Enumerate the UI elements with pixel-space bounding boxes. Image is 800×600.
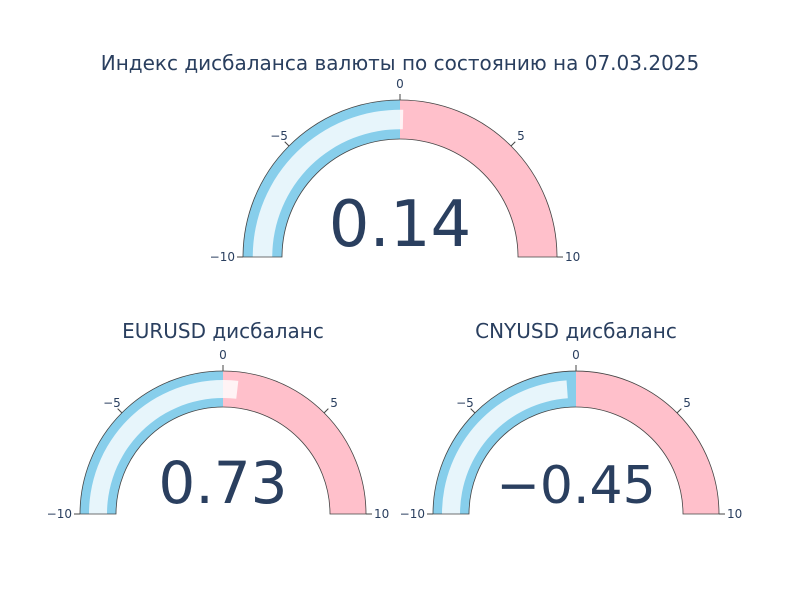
- gauge-tick: [470, 408, 476, 414]
- gauge-value: 0.14: [329, 188, 472, 262]
- gauge-2: CNYUSD дисбаланс −10 −5 0 5 10 −0.45: [400, 319, 743, 521]
- gauge-step-1: [400, 100, 557, 257]
- gauge-tick-label: 5: [330, 396, 338, 410]
- gauge-bar: [89, 380, 239, 514]
- gauge-step-0: [433, 371, 576, 514]
- gauge-value: −0.45: [496, 456, 655, 516]
- gauge-tick-label: 5: [683, 396, 691, 410]
- gauge-outline: [79, 370, 367, 515]
- gauge-outline: [242, 99, 558, 258]
- gauge-tick: [510, 141, 516, 147]
- gauge-tick-label: −5: [270, 129, 288, 143]
- gauge-title: EURUSD дисбаланс: [122, 319, 324, 343]
- gauge-bar: [252, 109, 404, 258]
- gauge-title: Индекс дисбаланса валюты по состоянию на…: [101, 51, 700, 75]
- gauge-tick-label: 10: [374, 507, 389, 521]
- gauge-tick: [284, 141, 290, 147]
- gauge-tick-label: 5: [517, 129, 525, 143]
- gauge-step-1: [576, 371, 719, 514]
- gauge-tick-label: −5: [103, 396, 121, 410]
- gauge-tick-label: 10: [727, 507, 742, 521]
- gauge-outline: [432, 370, 720, 515]
- gauge-value: 0.73: [158, 449, 287, 517]
- gauge-step-0: [243, 100, 400, 257]
- gauge-step-1: [223, 371, 366, 514]
- gauge-step-0: [80, 371, 223, 514]
- gauge-tick-label: 0: [572, 348, 580, 362]
- gauge-title: CNYUSD дисбаланс: [475, 319, 677, 343]
- gauge-tick-label: −5: [456, 396, 474, 410]
- gauge-tick-label: 0: [396, 77, 404, 91]
- gauge-tick-label: −10: [47, 507, 72, 521]
- gauge-tick-label: 10: [565, 250, 580, 264]
- gauge-tick-label: −10: [210, 250, 235, 264]
- gauge-tick: [117, 408, 123, 414]
- gauge-tick: [676, 408, 682, 414]
- gauge-bar: [442, 380, 568, 514]
- gauge-tick-label: −10: [400, 507, 425, 521]
- gauge-tick-label: 0: [219, 348, 227, 362]
- gauge-0: Индекс дисбаланса валюты по состоянию на…: [101, 51, 700, 264]
- gauge-tick: [323, 408, 329, 414]
- gauge-1: EURUSD дисбаланс −10 −5 0 5 10 0.73: [47, 319, 390, 521]
